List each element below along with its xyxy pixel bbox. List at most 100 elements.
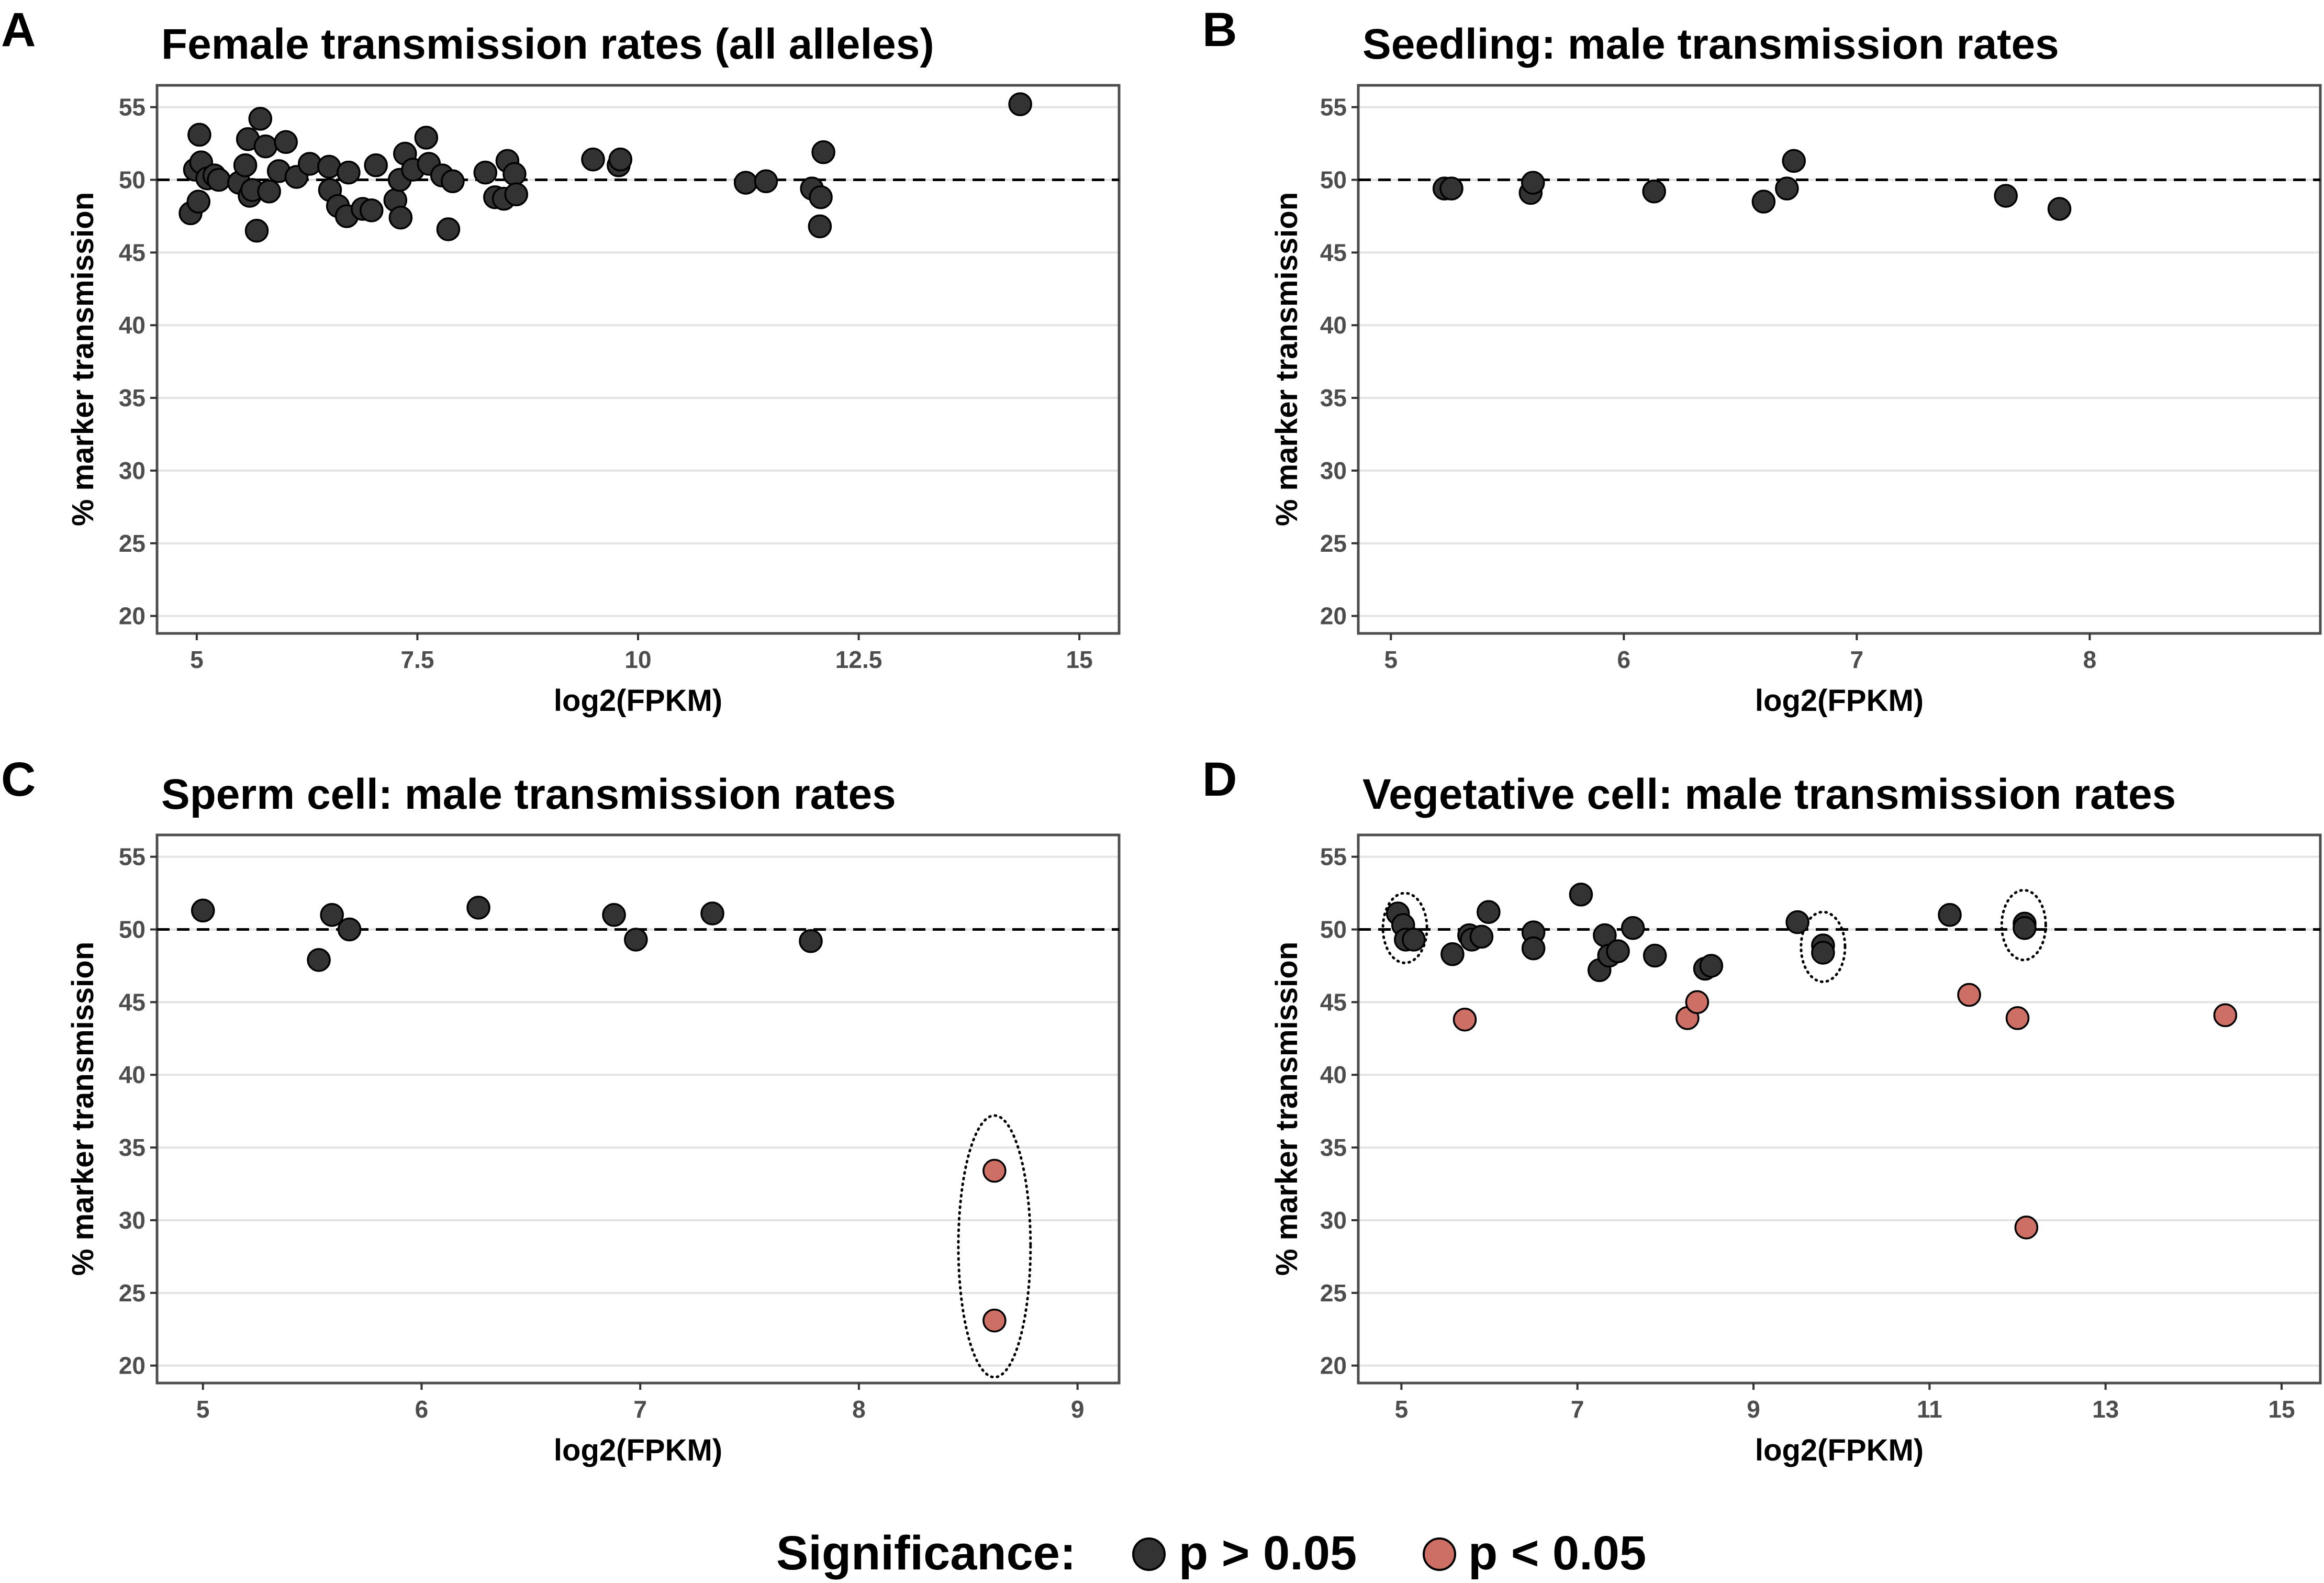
point-a-43 bbox=[502, 162, 527, 186]
y-tick-label-a-2: 30 bbox=[119, 457, 146, 484]
highlight-ellipses-d bbox=[1381, 889, 2047, 983]
point-a-44 bbox=[504, 182, 529, 207]
point-a-45 bbox=[581, 147, 605, 172]
point-a-54 bbox=[1008, 92, 1032, 116]
panel-c: C Sperm cell: male transmission rates 20… bbox=[1, 753, 1121, 1467]
x-axis-title-d: log2(FPKM) bbox=[1755, 1433, 1924, 1467]
point-a-53 bbox=[811, 140, 835, 164]
point-a-2 bbox=[187, 122, 211, 147]
point-d-15 bbox=[1606, 939, 1630, 963]
y-tick-label-b-5: 45 bbox=[1320, 239, 1347, 266]
point-c-3 bbox=[337, 917, 362, 942]
x-tick-label-a-2: 10 bbox=[624, 646, 651, 673]
point-a-16 bbox=[257, 179, 281, 204]
plot-area-b bbox=[1357, 84, 2322, 635]
point-a-31 bbox=[388, 205, 413, 230]
point-b-5 bbox=[1751, 189, 1776, 214]
x-axis-b: 5 6 7 8 bbox=[1384, 633, 2097, 673]
point-d-19 bbox=[1699, 954, 1724, 978]
y-tick-label-d-2: 30 bbox=[1320, 1207, 1347, 1234]
point-d-23 bbox=[1938, 902, 1962, 927]
y-axis-a: 20 25 30 35 40 45 50 55 bbox=[119, 94, 157, 630]
y-tick-label-a-3: 35 bbox=[119, 384, 146, 411]
point-b-7 bbox=[1782, 149, 1806, 173]
y-tick-label-c-4: 40 bbox=[119, 1061, 146, 1088]
x-tick-label-d-3: 11 bbox=[1917, 1396, 1942, 1423]
x-axis-a: 5 7.5 10 12.5 15 bbox=[190, 633, 1093, 673]
panel-letter-d: D bbox=[1202, 753, 1237, 806]
x-tick-label-b-1: 6 bbox=[1617, 646, 1631, 673]
panel-letter-b: B bbox=[1202, 3, 1237, 57]
point-d-11 bbox=[1569, 883, 1593, 907]
x-axis-title-a: log2(FPKM) bbox=[554, 684, 722, 718]
significant-point-d-31 bbox=[2014, 1216, 2039, 1240]
significant-point-d-29 bbox=[1957, 983, 1981, 1007]
y-tick-label-d-7: 55 bbox=[1320, 843, 1347, 871]
point-d-8 bbox=[1477, 900, 1501, 924]
point-a-14 bbox=[248, 107, 273, 131]
significant-point-d-32 bbox=[2213, 1003, 2238, 1028]
y-tick-label-a-1: 25 bbox=[119, 530, 146, 557]
significant-point-d-28 bbox=[1685, 990, 1710, 1015]
legend: Significance: p > 0.05 p < 0.05 bbox=[776, 1526, 1646, 1580]
y-tick-label-c-3: 35 bbox=[119, 1134, 146, 1161]
point-a-38 bbox=[441, 169, 465, 194]
x-tick-label-c-4: 9 bbox=[1071, 1396, 1085, 1423]
point-a-27 bbox=[360, 198, 384, 222]
legend-swatch-not-significant bbox=[1132, 1537, 1166, 1571]
y-tick-label-d-5: 45 bbox=[1320, 988, 1347, 1016]
point-d-16 bbox=[1621, 916, 1645, 940]
point-d-3 bbox=[1402, 928, 1426, 952]
point-a-15 bbox=[253, 134, 278, 159]
x-tick-label-d-1: 7 bbox=[1571, 1396, 1584, 1423]
y-tick-label-b-6: 50 bbox=[1320, 166, 1347, 194]
y-tick-label-c-6: 50 bbox=[119, 916, 146, 943]
point-c-7 bbox=[700, 901, 724, 926]
x-tick-label-b-0: 5 bbox=[1384, 646, 1398, 673]
x-axis-title-c: log2(FPKM) bbox=[554, 1433, 722, 1467]
y-tick-label-c-2: 30 bbox=[119, 1207, 146, 1234]
x-axis-c: 5 6 7 8 9 bbox=[196, 1383, 1085, 1423]
y-tick-label-d-6: 50 bbox=[1320, 916, 1347, 943]
y-tick-label-b-4: 40 bbox=[1320, 311, 1347, 339]
y-tick-label-d-1: 25 bbox=[1320, 1279, 1347, 1307]
point-c-6 bbox=[624, 928, 648, 952]
point-d-22 bbox=[1811, 941, 1835, 965]
y-tick-label-a-7: 55 bbox=[119, 94, 146, 121]
data-points-c bbox=[191, 896, 1007, 1333]
point-a-20 bbox=[297, 152, 322, 176]
data-points-a bbox=[178, 92, 1032, 243]
significant-point-c-9 bbox=[982, 1158, 1007, 1183]
x-tick-label-a-4: 15 bbox=[1066, 646, 1093, 673]
x-tick-label-c-3: 8 bbox=[852, 1396, 866, 1423]
point-a-4 bbox=[186, 189, 211, 214]
y-axis-title-a: % marker transmission bbox=[66, 192, 100, 526]
y-tick-label-a-4: 40 bbox=[119, 311, 146, 339]
point-b-4 bbox=[1642, 179, 1666, 204]
point-a-34 bbox=[414, 126, 439, 150]
point-a-48 bbox=[733, 171, 758, 195]
legend-label-not-significant: p > 0.05 bbox=[1179, 1526, 1357, 1580]
point-b-6 bbox=[1775, 176, 1799, 200]
point-c-1 bbox=[307, 948, 331, 972]
x-tick-label-d-2: 9 bbox=[1747, 1396, 1760, 1423]
plot-area-c bbox=[155, 833, 1121, 1385]
plot-area-d bbox=[1357, 833, 2322, 1385]
panel-letter-c: C bbox=[1, 753, 36, 806]
point-a-37 bbox=[436, 217, 461, 241]
y-axis-d: 20 25 30 35 40 45 50 55 bbox=[1320, 843, 1358, 1379]
x-tick-label-b-3: 8 bbox=[2083, 646, 2097, 673]
point-a-51 bbox=[808, 214, 832, 239]
highlight-ellipse-d-2 bbox=[2000, 889, 2047, 962]
point-b-9 bbox=[2047, 197, 2072, 221]
x-tick-label-c-2: 7 bbox=[633, 1396, 647, 1423]
x-tick-label-d-4: 13 bbox=[2092, 1396, 2119, 1423]
y-tick-label-b-2: 30 bbox=[1320, 457, 1347, 484]
y-tick-label-c-5: 45 bbox=[119, 988, 146, 1016]
significant-point-c-10 bbox=[982, 1308, 1007, 1333]
legend-swatch-significant bbox=[1423, 1537, 1456, 1571]
y-axis-title-b: % marker transmission bbox=[1270, 192, 1304, 526]
y-tick-label-d-3: 35 bbox=[1320, 1134, 1347, 1161]
point-b-3 bbox=[1521, 171, 1545, 195]
